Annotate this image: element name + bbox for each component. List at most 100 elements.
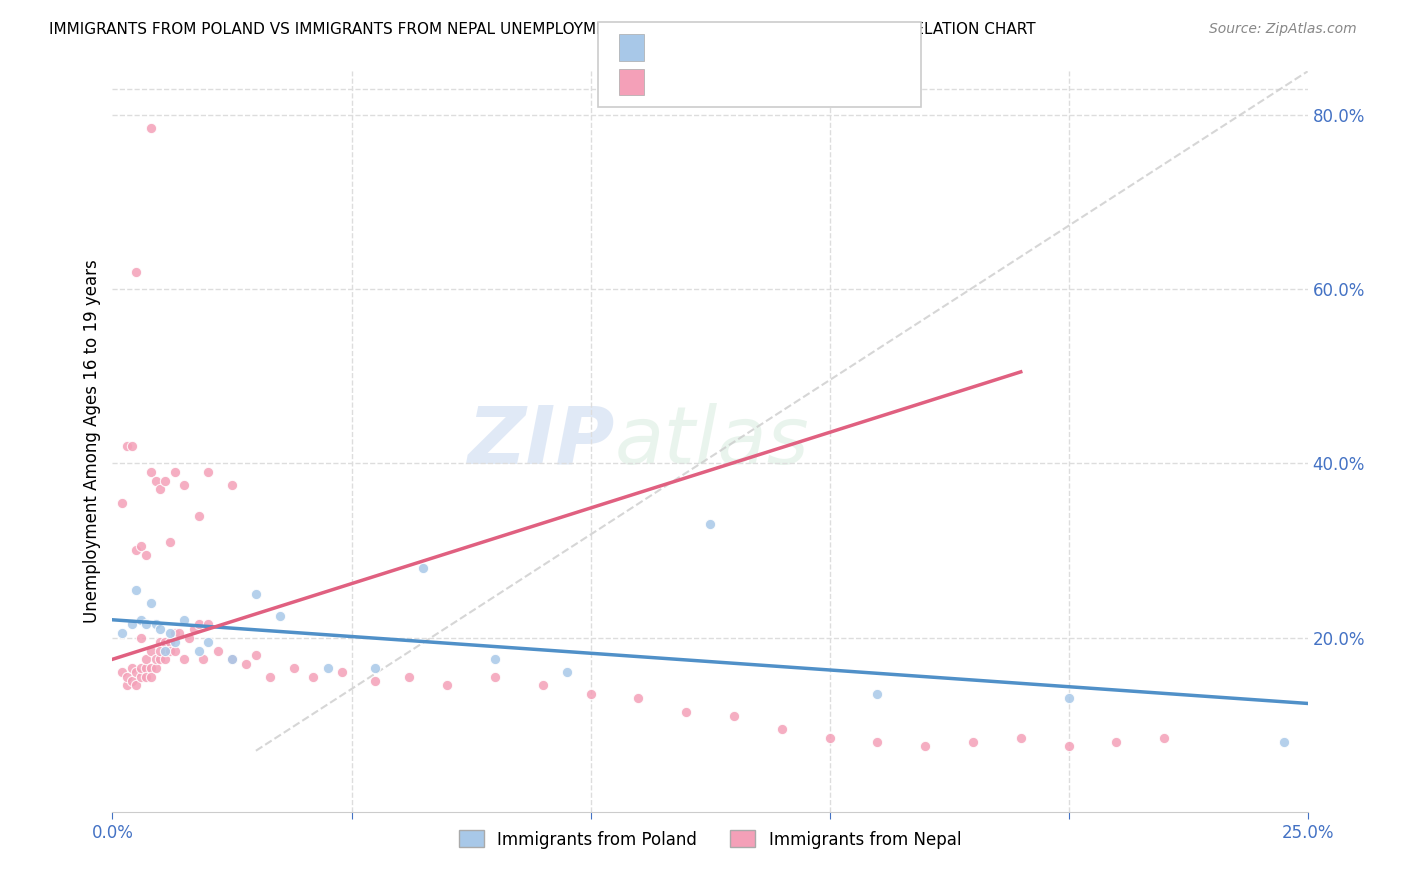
Point <box>163 626 186 640</box>
Point <box>145 617 167 632</box>
Point <box>187 643 209 657</box>
Point <box>111 665 134 680</box>
Point <box>163 465 186 479</box>
Point <box>221 478 243 492</box>
Point <box>173 613 195 627</box>
Point <box>364 674 387 689</box>
Point <box>866 735 889 749</box>
Point <box>163 635 186 649</box>
Point <box>111 495 134 509</box>
Text: R =: R = <box>652 38 692 56</box>
Point <box>197 617 219 632</box>
Point <box>149 635 172 649</box>
Point <box>207 643 229 657</box>
Point <box>121 439 143 453</box>
Point <box>197 635 219 649</box>
Point <box>139 596 162 610</box>
Point <box>197 465 219 479</box>
Text: R =: R = <box>652 73 697 91</box>
Point <box>159 635 181 649</box>
Point <box>866 687 889 701</box>
Point <box>484 670 506 684</box>
Point <box>149 652 172 666</box>
Point <box>135 652 157 666</box>
Point <box>193 652 215 666</box>
Point <box>187 617 209 632</box>
Point <box>125 265 148 279</box>
Point <box>139 643 162 657</box>
Point <box>139 670 162 684</box>
Text: ZIP: ZIP <box>467 402 614 481</box>
Point <box>121 617 143 632</box>
Text: 26: 26 <box>827 38 852 56</box>
Text: N =: N = <box>787 38 827 56</box>
Point <box>125 665 148 680</box>
Point <box>129 631 152 645</box>
Point <box>245 587 267 601</box>
Point <box>531 678 554 692</box>
Point <box>153 652 176 666</box>
Point <box>1272 735 1295 749</box>
Legend: Immigrants from Poland, Immigrants from Nepal: Immigrants from Poland, Immigrants from … <box>453 823 967 855</box>
Point <box>962 735 984 749</box>
Point <box>269 608 291 623</box>
Point <box>316 661 339 675</box>
Text: -0.446: -0.446 <box>697 38 762 56</box>
Point <box>398 670 420 684</box>
Point <box>221 652 243 666</box>
Point <box>364 661 387 675</box>
Point <box>259 670 281 684</box>
Point <box>139 661 162 675</box>
Point <box>579 687 602 701</box>
Point <box>135 617 157 632</box>
Point <box>1010 731 1032 745</box>
Point <box>187 508 209 523</box>
Point <box>235 657 257 671</box>
Point <box>412 561 434 575</box>
Y-axis label: Unemployment Among Ages 16 to 19 years: Unemployment Among Ages 16 to 19 years <box>83 260 101 624</box>
Point <box>770 722 793 736</box>
Point <box>145 474 167 488</box>
Point <box>129 539 152 553</box>
Point <box>111 626 134 640</box>
Point <box>145 652 167 666</box>
Point <box>125 678 148 692</box>
Point <box>177 631 200 645</box>
Point <box>1057 739 1080 754</box>
Text: atlas: atlas <box>614 402 810 481</box>
Point <box>245 648 267 662</box>
Point <box>139 465 162 479</box>
Point <box>159 643 181 657</box>
Point <box>121 674 143 689</box>
Point <box>221 652 243 666</box>
Text: Source: ZipAtlas.com: Source: ZipAtlas.com <box>1209 22 1357 37</box>
Point <box>135 661 157 675</box>
Point <box>914 739 936 754</box>
Text: N =: N = <box>787 73 827 91</box>
Point <box>125 582 148 597</box>
Point <box>129 613 152 627</box>
Point <box>159 626 181 640</box>
Point <box>699 517 721 532</box>
Point <box>283 661 305 675</box>
Point <box>115 678 138 692</box>
Point <box>153 474 176 488</box>
Point <box>555 665 578 680</box>
Point <box>153 635 176 649</box>
Point <box>723 709 745 723</box>
Text: 0.335: 0.335 <box>697 73 754 91</box>
Point <box>302 670 325 684</box>
Point <box>818 731 841 745</box>
Point <box>159 534 181 549</box>
Point <box>139 120 162 135</box>
Point <box>1057 691 1080 706</box>
Point <box>149 643 172 657</box>
Point <box>121 661 143 675</box>
Text: IMMIGRANTS FROM POLAND VS IMMIGRANTS FROM NEPAL UNEMPLOYMENT AMONG AGES 16 TO 19: IMMIGRANTS FROM POLAND VS IMMIGRANTS FRO… <box>49 22 1036 37</box>
Point <box>484 652 506 666</box>
Point <box>169 626 191 640</box>
Point <box>183 622 205 636</box>
Point <box>153 643 176 657</box>
Point <box>129 661 152 675</box>
Text: 63: 63 <box>827 73 852 91</box>
